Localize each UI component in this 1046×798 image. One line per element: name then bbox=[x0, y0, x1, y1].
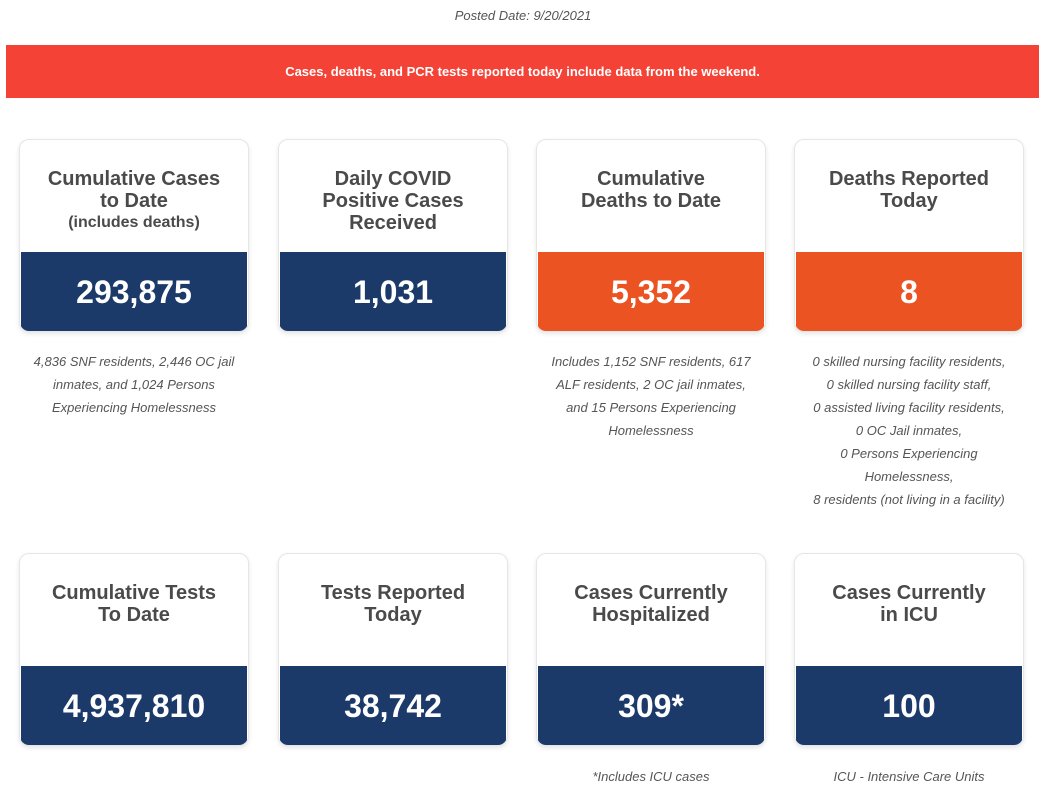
note-line: Homelessness, bbox=[864, 469, 954, 484]
note-line: and 15 Persons Experiencing bbox=[566, 400, 736, 415]
card-title-line: to Date bbox=[100, 190, 168, 212]
card-title: Tests Reported Today bbox=[279, 582, 507, 626]
card-title-line: Cases Currently bbox=[574, 582, 728, 604]
card-value: 8 bbox=[796, 252, 1022, 331]
card-title-line: Received bbox=[349, 212, 437, 234]
card-title-line: in ICU bbox=[880, 604, 938, 626]
note-line: Experiencing Homelessness bbox=[51, 400, 217, 415]
card-title-line: To Date bbox=[98, 604, 170, 626]
card-title: Cumulative Tests To Date bbox=[20, 582, 248, 626]
note-line: 4,836 SNF residents, 2,446 OC jail bbox=[33, 354, 235, 369]
card-title-line: Tests Reported bbox=[320, 582, 466, 604]
note-line: 0 skilled nursing facility residents, bbox=[812, 354, 1006, 369]
card-deaths-today: Deaths Reported Today 8 bbox=[794, 139, 1024, 332]
card-value: 5,352 bbox=[538, 252, 764, 331]
card-title-line: Today bbox=[880, 190, 938, 212]
card-note-cumulative-cases: 4,836 SNF residents, 2,446 OC jail inmat… bbox=[19, 350, 249, 419]
card-title-line: Cumulative Cases bbox=[47, 168, 221, 190]
note-line: ICU - Intensive Care Units bbox=[833, 769, 985, 784]
card-value: 1,031 bbox=[280, 252, 506, 331]
note-line: Includes 1,152 SNF residents, 617 bbox=[551, 354, 751, 369]
card-note-hospitalized: *Includes ICU cases bbox=[536, 765, 766, 788]
card-title-line: Deaths Reported bbox=[828, 168, 990, 190]
card-cumulative-tests: Cumulative Tests To Date 4,937,810 bbox=[19, 553, 249, 746]
card-subtitle: (includes deaths) bbox=[68, 214, 200, 231]
card-value: 100 bbox=[796, 666, 1022, 745]
card-title-line: Today bbox=[364, 604, 422, 626]
card-title-line: Cases Currently bbox=[832, 582, 986, 604]
card-title-line: Cumulative Tests bbox=[51, 582, 217, 604]
card-cumulative-cases: Cumulative Cases to Date (includes death… bbox=[19, 139, 249, 332]
card-title-line: Cumulative bbox=[597, 168, 705, 190]
card-tests-today: Tests Reported Today 38,742 bbox=[278, 553, 508, 746]
card-title: Deaths Reported Today bbox=[795, 168, 1023, 212]
card-note-icu: ICU - Intensive Care Units bbox=[794, 765, 1024, 788]
card-value: 293,875 bbox=[21, 252, 247, 331]
card-title-line: Deaths to Date bbox=[580, 190, 722, 212]
card-hospitalized: Cases Currently Hospitalized 309* bbox=[536, 553, 766, 746]
card-title: Cumulative Deaths to Date bbox=[537, 168, 765, 212]
note-line: Homelessness bbox=[608, 423, 694, 438]
card-title-line: Hospitalized bbox=[592, 604, 710, 626]
note-line: 0 assisted living facility residents, bbox=[813, 400, 1005, 415]
card-title: Daily COVID Positive Cases Received bbox=[279, 168, 507, 234]
card-note-cumulative-deaths: Includes 1,152 SNF residents, 617 ALF re… bbox=[536, 350, 766, 442]
card-note-deaths-today: 0 skilled nursing facility residents, 0 … bbox=[794, 350, 1024, 511]
card-title-line: Daily COVID bbox=[334, 168, 452, 190]
note-line: 0 Persons Experiencing bbox=[840, 446, 978, 461]
note-line: 0 skilled nursing facility staff, bbox=[826, 377, 992, 392]
note-line: ALF residents, 2 OC jail inmates, bbox=[556, 377, 746, 392]
banner-text: Cases, deaths, and PCR tests reported to… bbox=[285, 64, 760, 79]
card-daily-positive-cases: Daily COVID Positive Cases Received 1,03… bbox=[278, 139, 508, 332]
card-icu: Cases Currently in ICU 100 bbox=[794, 553, 1024, 746]
card-value: 38,742 bbox=[280, 666, 506, 745]
card-cumulative-deaths: Cumulative Deaths to Date 5,352 bbox=[536, 139, 766, 332]
card-value: 4,937,810 bbox=[21, 666, 247, 745]
card-title-line: Positive Cases bbox=[322, 190, 464, 212]
posted-date: Posted Date: 9/20/2021 bbox=[454, 8, 592, 23]
card-title: Cases Currently Hospitalized bbox=[537, 582, 765, 626]
weekend-alert-banner: Cases, deaths, and PCR tests reported to… bbox=[6, 45, 1039, 98]
note-line: *Includes ICU cases bbox=[592, 769, 710, 784]
note-line: inmates, and 1,024 Persons bbox=[53, 377, 215, 392]
note-line: 0 OC Jail inmates, bbox=[855, 423, 963, 438]
card-title: Cases Currently in ICU bbox=[795, 582, 1023, 626]
card-title: Cumulative Cases to Date (includes death… bbox=[20, 168, 248, 234]
card-value: 309* bbox=[538, 666, 764, 745]
note-line: 8 residents (not living in a facility) bbox=[813, 492, 1005, 507]
